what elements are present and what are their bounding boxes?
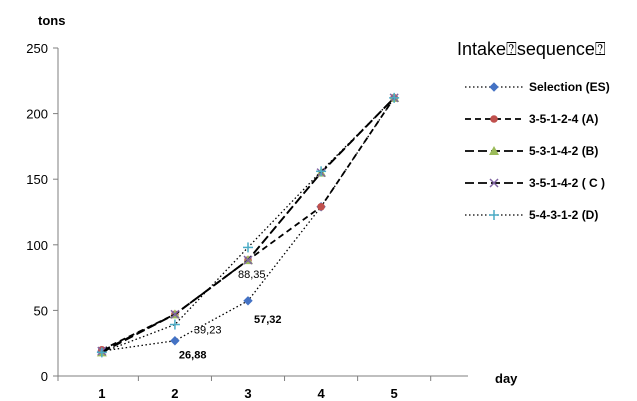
legend-marker bbox=[489, 82, 499, 92]
data-point bbox=[96, 347, 107, 358]
x-axis-label: day bbox=[495, 371, 518, 386]
series-line bbox=[101, 97, 395, 353]
circle-marker bbox=[490, 115, 498, 123]
x-marker-stroke bbox=[170, 309, 180, 319]
legend-label: Selection (ES) bbox=[529, 80, 610, 94]
series-line bbox=[101, 97, 395, 354]
data-point bbox=[243, 255, 253, 265]
annotations: 26,88 39,23 88,35 57,32 bbox=[179, 269, 282, 362]
series-2 bbox=[96, 92, 400, 357]
series-layer bbox=[96, 92, 400, 358]
y-axis: 0 50 100 150 200 250 bbox=[26, 41, 59, 384]
series-3 bbox=[97, 93, 399, 356]
legend-entry: 3-5-1-4-2 ( C ) bbox=[465, 176, 605, 190]
series-line bbox=[101, 97, 395, 351]
legend-marker bbox=[489, 178, 499, 188]
legend-label: 5-3-1-4-2 (B) bbox=[529, 144, 598, 158]
data-label: 26,88 bbox=[179, 350, 207, 362]
series-line bbox=[101, 97, 395, 352]
series-4 bbox=[96, 92, 400, 358]
y-tick-label: 200 bbox=[26, 107, 48, 122]
circle-marker bbox=[317, 202, 325, 211]
series-1 bbox=[98, 94, 398, 354]
data-point bbox=[316, 166, 327, 177]
y-axis-label: tons bbox=[38, 13, 65, 28]
series-0 bbox=[97, 93, 399, 356]
data-point bbox=[317, 202, 325, 211]
triangle-marker bbox=[489, 146, 499, 155]
x-marker-stroke bbox=[243, 255, 253, 265]
data-point bbox=[243, 242, 253, 253]
legend-marker bbox=[489, 146, 499, 155]
x-tick-label: 4 bbox=[317, 386, 325, 401]
legend-marker bbox=[489, 210, 499, 220]
legend-entry: 5-4-3-1-2 (D) bbox=[465, 208, 598, 222]
x-tick-label: 2 bbox=[171, 386, 178, 401]
legend-label: 5-4-3-1-2 (D) bbox=[529, 208, 598, 222]
data-point bbox=[389, 92, 400, 103]
x-tick-label: 1 bbox=[98, 386, 105, 401]
y-tick-label: 250 bbox=[26, 41, 48, 56]
x-axis: 1 2 3 4 5 bbox=[57, 375, 468, 401]
y-tick-label: 50 bbox=[34, 303, 48, 318]
data-label: 88,35 bbox=[238, 269, 266, 281]
data-point bbox=[170, 336, 180, 346]
diamond-marker bbox=[243, 296, 253, 306]
legend: Intake⍰sequence⍰ Selection (ES) 3-5-1-2-4… bbox=[457, 39, 610, 222]
data-point bbox=[243, 296, 253, 306]
legend-entry: Selection (ES) bbox=[465, 80, 610, 94]
legend-label: 3-5-1-2-4 (A) bbox=[529, 112, 598, 126]
data-point bbox=[169, 319, 180, 330]
legend-title: Intake⍰sequence⍰ bbox=[457, 39, 606, 59]
data-label: 39,23 bbox=[194, 325, 222, 337]
legend-entry: 3-5-1-2-4 (A) bbox=[465, 112, 598, 126]
series-line bbox=[101, 97, 395, 352]
legend-label: 3-5-1-4-2 ( C ) bbox=[529, 176, 605, 190]
data-point bbox=[170, 309, 180, 319]
diamond-marker bbox=[489, 82, 499, 92]
x-marker-stroke bbox=[489, 178, 499, 188]
diamond-marker bbox=[170, 336, 180, 346]
data-label: 57,32 bbox=[254, 314, 282, 326]
x-tick-label: 5 bbox=[391, 386, 398, 401]
legend-marker bbox=[490, 115, 498, 123]
y-tick-label: 150 bbox=[26, 172, 48, 187]
x-tick-label: 3 bbox=[244, 386, 251, 401]
legend-entry: 5-3-1-4-2 (B) bbox=[465, 144, 598, 158]
y-tick-label: 0 bbox=[41, 369, 48, 384]
y-tick-label: 100 bbox=[26, 238, 48, 253]
